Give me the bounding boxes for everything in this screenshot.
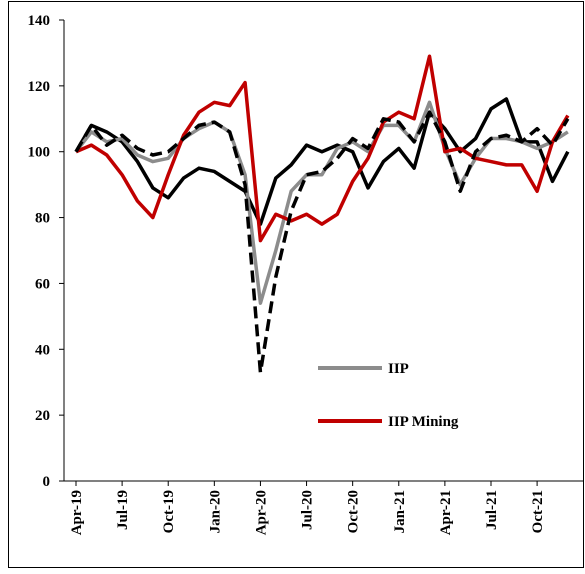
y-tick-label: 80: [35, 211, 50, 227]
legend-label: IIP Mining: [388, 414, 459, 430]
x-tick-label: Oct-21: [530, 490, 546, 533]
x-tick-label: Jan-21: [392, 490, 408, 533]
x-tick-label: Apr-21: [438, 490, 454, 535]
y-tick-label: 40: [35, 342, 50, 358]
chart-frame: [8, 1, 584, 568]
x-tick-label: Apr-20: [253, 490, 269, 535]
x-tick-label: Oct-20: [346, 490, 362, 533]
y-tick-label: 60: [35, 276, 50, 292]
x-tick-label: Oct-19: [161, 490, 177, 533]
x-tick-label: Apr-19: [69, 490, 85, 535]
y-tick-label: 140: [28, 13, 51, 29]
y-tick-label: 0: [43, 474, 51, 490]
x-tick-label: Jul-21: [484, 490, 500, 530]
y-tick-label: 20: [35, 408, 50, 424]
y-tick-label: 100: [28, 145, 51, 161]
series-line: [74, 100, 569, 305]
series-line: [74, 97, 570, 226]
x-tick-label: Jul-19: [115, 490, 131, 530]
x-tick-label: Jul-20: [300, 490, 316, 530]
legend-label: IIP: [388, 361, 409, 377]
x-tick-label: Jan-20: [207, 490, 223, 533]
series-line: [75, 54, 570, 243]
series-line: [74, 110, 570, 375]
y-tick-label: 120: [28, 79, 51, 95]
